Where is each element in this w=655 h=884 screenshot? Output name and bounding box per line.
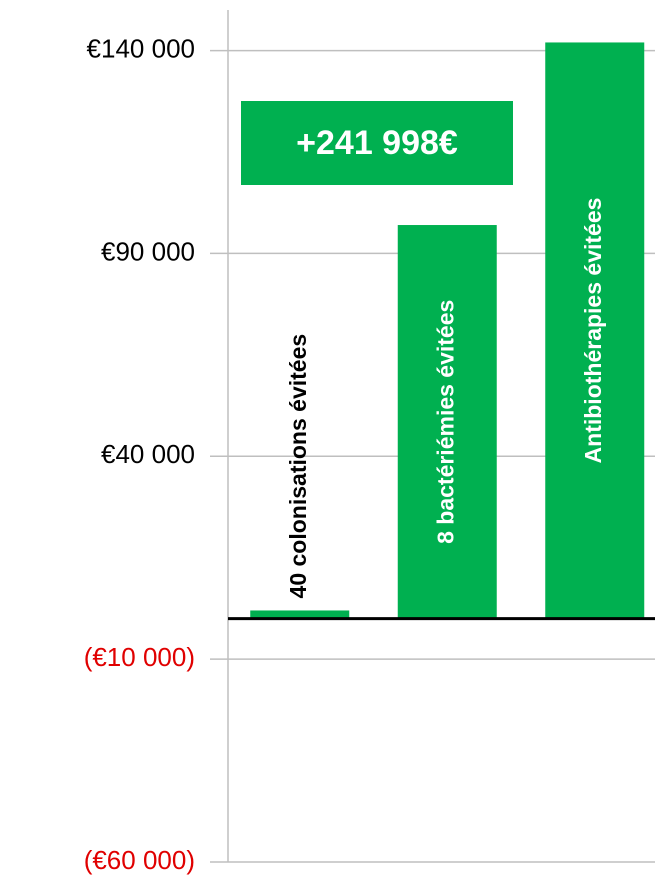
bar [545,42,645,619]
annotation-box [241,101,513,185]
y-tick-label: €90 000 [101,236,195,266]
y-tick-label: (€10 000) [84,642,195,672]
y-tick-label: €140 000 [87,33,195,63]
category-label: 40 colonisations évitées [285,334,311,599]
y-tick-label: (€60 000) [84,845,195,875]
plot: (€60 000) (€10 000) €40 000 €90 000 €140 000… [84,10,655,875]
category-label: Antibiothérapies évitées [580,198,606,464]
bar [397,225,497,619]
bar [250,610,350,619]
y-tick-label: €40 000 [101,439,195,469]
annotation: +241 998€ [296,124,458,162]
category-label: 8 bactériémies évitées [432,300,458,544]
